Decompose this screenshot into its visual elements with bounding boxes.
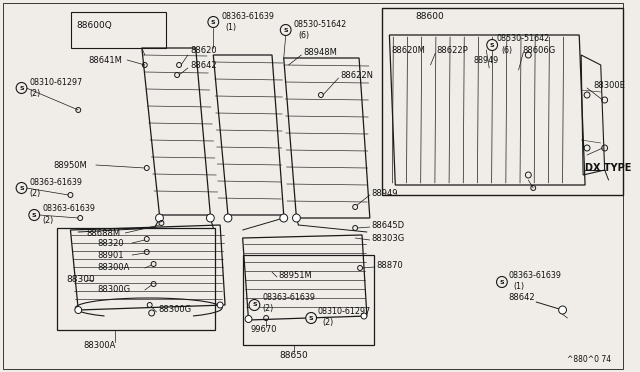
Circle shape <box>487 39 497 51</box>
Circle shape <box>280 25 291 35</box>
Text: (2): (2) <box>29 89 40 97</box>
Circle shape <box>29 209 40 221</box>
Bar <box>72 12 166 48</box>
Text: 88901: 88901 <box>98 250 124 260</box>
Circle shape <box>361 313 367 319</box>
Text: (2): (2) <box>29 189 40 198</box>
Text: 08363-61639: 08363-61639 <box>42 203 95 212</box>
Text: 88600: 88600 <box>416 12 445 20</box>
Circle shape <box>280 214 287 222</box>
Text: 08363-61639: 08363-61639 <box>262 294 316 302</box>
Text: 08363-61639: 08363-61639 <box>221 12 274 20</box>
Text: S: S <box>252 302 257 308</box>
Text: S: S <box>490 42 495 48</box>
Circle shape <box>75 307 82 314</box>
Text: S: S <box>500 279 504 285</box>
Circle shape <box>249 299 260 311</box>
Text: 08530-51642: 08530-51642 <box>294 19 347 29</box>
Text: (6): (6) <box>501 45 512 55</box>
Circle shape <box>292 214 300 222</box>
Text: 08363-61639: 08363-61639 <box>29 177 83 186</box>
Circle shape <box>217 302 223 308</box>
Circle shape <box>497 276 508 288</box>
Text: S: S <box>19 186 24 190</box>
Text: (2): (2) <box>262 305 273 314</box>
Bar <box>381 8 623 195</box>
Text: 88622N: 88622N <box>340 71 374 80</box>
Text: 88606G: 88606G <box>522 45 556 55</box>
Text: (2): (2) <box>42 215 53 224</box>
Text: (1): (1) <box>225 22 236 32</box>
Text: 88300G: 88300G <box>98 285 131 295</box>
Text: 99670: 99670 <box>250 326 277 334</box>
Circle shape <box>208 16 219 28</box>
Text: S: S <box>284 28 288 32</box>
Text: 88620M: 88620M <box>391 45 425 55</box>
Circle shape <box>224 214 232 222</box>
Text: 88620: 88620 <box>191 45 218 55</box>
Text: 88948M: 88948M <box>303 48 337 57</box>
Text: DX TYPE: DX TYPE <box>585 163 632 173</box>
Circle shape <box>245 315 252 323</box>
Text: S: S <box>32 212 36 218</box>
Text: 88303G: 88303G <box>372 234 405 243</box>
Text: (1): (1) <box>514 282 525 291</box>
Text: 88320: 88320 <box>98 238 124 247</box>
Text: 88300G: 88300G <box>159 305 191 314</box>
Text: 88600Q: 88600Q <box>76 20 112 29</box>
Circle shape <box>16 83 27 93</box>
Text: S: S <box>19 86 24 90</box>
Text: 08363-61639: 08363-61639 <box>509 270 562 279</box>
Text: 88642: 88642 <box>509 294 536 302</box>
Text: 88645D: 88645D <box>372 221 405 230</box>
Text: S: S <box>309 315 314 321</box>
Bar <box>57 228 215 330</box>
Circle shape <box>156 214 163 222</box>
Text: 88951M: 88951M <box>279 270 312 279</box>
Text: 88641M: 88641M <box>88 55 122 64</box>
Text: 88642: 88642 <box>191 61 218 70</box>
Text: 88949: 88949 <box>372 189 398 198</box>
Circle shape <box>16 183 27 193</box>
Circle shape <box>207 214 214 222</box>
Text: 88300: 88300 <box>67 276 95 285</box>
Text: 88650: 88650 <box>279 350 308 359</box>
Text: S: S <box>211 19 216 25</box>
Text: (2): (2) <box>323 317 334 327</box>
Text: 88300A: 88300A <box>98 263 130 273</box>
Text: ^880^0 74: ^880^0 74 <box>568 356 611 365</box>
Text: (6): (6) <box>298 31 310 39</box>
Circle shape <box>559 306 566 314</box>
Text: 88950M: 88950M <box>54 160 88 170</box>
Text: 88949: 88949 <box>474 55 499 64</box>
Text: 88300E: 88300E <box>593 80 625 90</box>
Text: 88622P: 88622P <box>436 45 468 55</box>
Bar <box>243 255 374 345</box>
Text: 88300A: 88300A <box>83 340 116 350</box>
Text: 08530-51642: 08530-51642 <box>496 33 549 42</box>
Text: 08310-61297: 08310-61297 <box>318 307 371 315</box>
Circle shape <box>306 312 317 324</box>
Text: 88870: 88870 <box>377 260 403 269</box>
Text: 88688M: 88688M <box>86 228 120 237</box>
Text: 08310-61297: 08310-61297 <box>29 77 83 87</box>
